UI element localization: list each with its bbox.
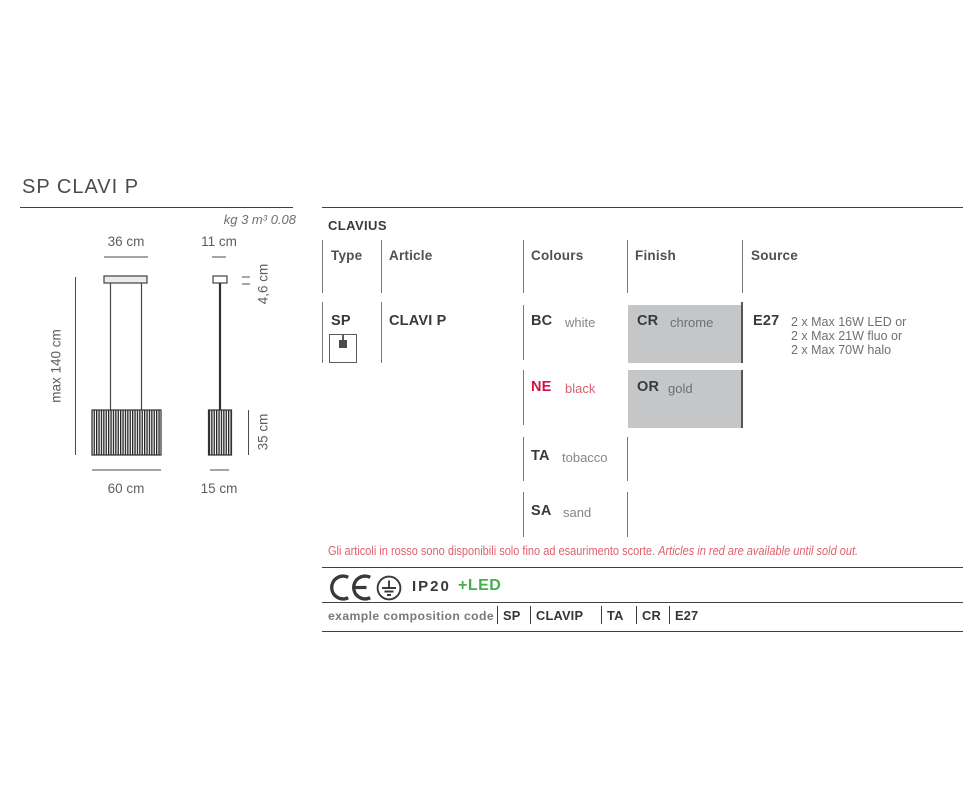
divider bbox=[523, 437, 524, 481]
composition-code-finish: CR bbox=[636, 606, 661, 624]
ground-earth-icon bbox=[376, 575, 402, 601]
pendant-bulb bbox=[339, 340, 347, 348]
divider bbox=[523, 370, 524, 425]
divider bbox=[523, 240, 524, 293]
large-canopy bbox=[103, 275, 148, 284]
small-canopy bbox=[212, 275, 228, 284]
dim-11cm: 11 cm bbox=[201, 234, 237, 249]
finish-name-gold: gold bbox=[668, 381, 693, 396]
table-top-rule bbox=[322, 207, 963, 208]
divider bbox=[523, 305, 524, 360]
lamp-dimension-diagram: kg 3 m³ 0.08 36 cm 11 cm 4,6 cm max 140 … bbox=[49, 212, 297, 496]
dim-15cm: 15 cm bbox=[201, 481, 238, 496]
dim-max-140cm: max 140 cm bbox=[49, 329, 64, 403]
colour-name-sand: sand bbox=[563, 505, 592, 520]
finish-cell-gold bbox=[628, 370, 742, 428]
divider bbox=[627, 240, 628, 293]
dim-4-6cm: 4,6 cm bbox=[256, 264, 271, 305]
type-code: SP bbox=[331, 313, 351, 329]
colour-code-bc: BC bbox=[531, 313, 553, 329]
colour-name-black: black bbox=[565, 381, 596, 396]
composition-label: example composition code bbox=[328, 609, 495, 623]
colour-code-sa: SA bbox=[531, 503, 552, 519]
header-finish: Finish bbox=[635, 248, 676, 263]
composition-code-type: SP bbox=[497, 606, 520, 624]
colour-name-tobacco: tobacco bbox=[562, 450, 608, 465]
divider bbox=[742, 240, 743, 293]
header-article: Article bbox=[389, 248, 433, 263]
header-source: Source bbox=[751, 248, 798, 263]
dim-36cm: 36 cm bbox=[108, 234, 145, 249]
disclaimer-italian: Gli articoli in rosso sono disponibili s… bbox=[328, 544, 659, 558]
header-colours: Colours bbox=[531, 248, 584, 263]
divider bbox=[322, 302, 323, 363]
ip-rating: IP20 bbox=[412, 578, 451, 595]
divider bbox=[322, 240, 323, 293]
divider bbox=[627, 437, 628, 481]
divider bbox=[741, 302, 743, 363]
rule bbox=[322, 567, 963, 568]
finish-code-or: OR bbox=[637, 379, 660, 395]
finish-name-chrome: chrome bbox=[670, 315, 714, 330]
source-description: 2 x Max 16W LED or 2 x Max 21W fluo or 2… bbox=[791, 315, 906, 357]
dim-60cm: 60 cm bbox=[108, 481, 145, 496]
header-type: Type bbox=[331, 248, 363, 263]
led-label: +LED bbox=[458, 577, 502, 594]
finish-code-cr: CR bbox=[637, 313, 659, 329]
source-line: 2 x Max 16W LED or bbox=[791, 315, 907, 329]
composition-code-colour: TA bbox=[601, 606, 624, 624]
divider bbox=[627, 492, 628, 537]
disclaimer: Gli articoli in rosso sono disponibili s… bbox=[328, 544, 858, 558]
weight-volume-label: kg 3 m³ 0.08 bbox=[224, 212, 297, 227]
collection-title: CLAVIUS bbox=[328, 218, 387, 233]
pendant-lamp-icon bbox=[329, 334, 357, 363]
composition-code-article: CLAVIP bbox=[530, 606, 583, 624]
disclaimer-english: Articles in red are available until sold… bbox=[658, 544, 859, 558]
colour-code-ne: NE bbox=[531, 379, 552, 395]
composition-code-source: E27 bbox=[669, 606, 698, 624]
source-line: 2 x Max 21W fluo or bbox=[791, 329, 903, 343]
divider bbox=[523, 492, 524, 537]
small-shade bbox=[207, 409, 233, 456]
dim-35cm: 35 cm bbox=[256, 414, 271, 451]
pendant-stem bbox=[342, 335, 344, 340]
colour-name-white: white bbox=[565, 315, 596, 330]
article-name: CLAVI P bbox=[389, 313, 447, 329]
divider bbox=[381, 240, 382, 293]
colour-code-ta: TA bbox=[531, 448, 550, 464]
ce-mark-icon bbox=[330, 574, 371, 601]
finish-cell-chrome bbox=[628, 305, 742, 363]
divider bbox=[381, 302, 382, 363]
rule bbox=[322, 631, 963, 632]
source-line: 2 x Max 70W halo bbox=[791, 343, 892, 357]
source-code: E27 bbox=[753, 313, 780, 329]
rule bbox=[322, 602, 963, 603]
page-title: SP CLAVI P bbox=[22, 176, 140, 198]
divider bbox=[741, 370, 743, 428]
title-rule bbox=[20, 207, 293, 208]
large-shade bbox=[91, 409, 162, 456]
